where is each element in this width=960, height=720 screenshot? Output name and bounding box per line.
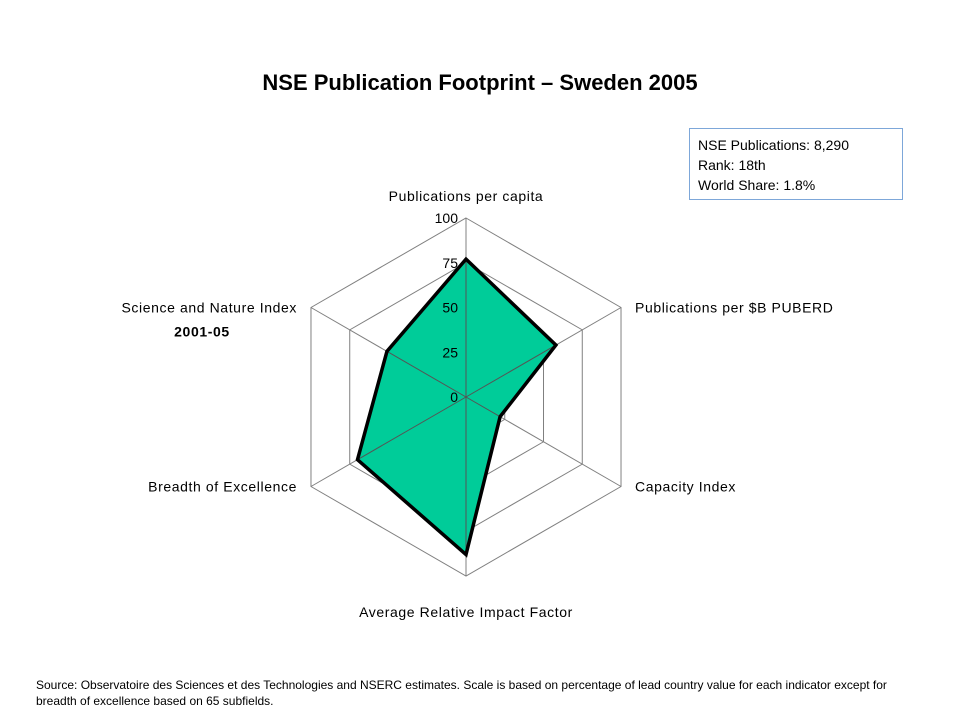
- axis-label-breadth-of-excellence: Breadth of Excellence: [148, 479, 297, 495]
- tick-label-0: 0: [450, 389, 458, 405]
- tick-label-100: 100: [435, 210, 459, 226]
- radar-series: [355, 256, 559, 558]
- tick-label-50: 50: [442, 300, 458, 316]
- inner-spoke: [386, 350, 467, 398]
- inner-spoke: [357, 396, 467, 461]
- chart-title: NSE Publication Footprint – Sweden 2005: [262, 70, 698, 95]
- radar-tick-labels: 0 25 50 75 100: [435, 210, 459, 405]
- source-note: Source: Observatoire des Sciences et des…: [36, 678, 887, 708]
- series-area: [357, 259, 556, 555]
- inner-spoke: [465, 344, 557, 398]
- axis-label-average-relative-impact-factor: Average Relative Impact Factor: [359, 604, 573, 620]
- radar-axis-labels: Publications per capita Publications per …: [121, 188, 833, 620]
- axis-label-science-and-nature-index: Science and Nature Index: [121, 300, 297, 316]
- rank-text: Rank: 18th: [698, 157, 766, 173]
- axis-label-publications-per-capita: Publications per capita: [389, 188, 544, 204]
- publications-count: NSE Publications: 8,290: [698, 137, 849, 153]
- axis-label-capacity-index: Capacity Index: [635, 479, 736, 495]
- axis-label-publications-per-b-puberd: Publications per $B PUBERD: [635, 300, 833, 316]
- inner-spoke: [465, 396, 501, 418]
- tick-label-25: 25: [442, 344, 458, 360]
- axis-sublabel-science-and-nature-index: 2001-05: [174, 324, 230, 340]
- world-share-text: World Share: 1.8%: [698, 177, 816, 193]
- tick-label-75: 75: [442, 255, 458, 271]
- summary-box: NSE Publications: 8,290 Rank: 18th World…: [689, 128, 903, 200]
